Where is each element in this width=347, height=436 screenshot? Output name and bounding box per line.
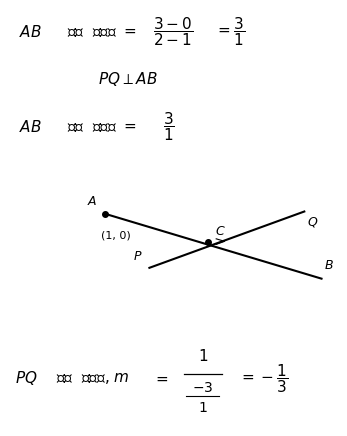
Text: की  ढाल $=$: की ढाल $=$ — [67, 119, 136, 135]
Text: $1$: $1$ — [198, 348, 208, 364]
Text: की  ढाल, $m$: की ढाल, $m$ — [57, 371, 130, 386]
Text: $= -\dfrac{1}{3}$: $= -\dfrac{1}{3}$ — [239, 362, 288, 395]
Text: $\dfrac{3}{1}$: $\dfrac{3}{1}$ — [163, 111, 175, 143]
Text: $\dfrac{3-0}{2-1}$: $\dfrac{3-0}{2-1}$ — [153, 15, 193, 48]
Text: $-3$: $-3$ — [192, 381, 213, 395]
Text: $=$: $=$ — [153, 371, 169, 386]
Text: A: A — [87, 195, 96, 208]
Text: $PQ \perp AB$: $PQ \perp AB$ — [98, 70, 158, 89]
Text: $AB$: $AB$ — [19, 24, 41, 40]
Text: Q: Q — [308, 216, 318, 229]
Text: $AB$: $AB$ — [19, 119, 41, 135]
Text: P: P — [133, 251, 141, 263]
Text: की  ढाल $=$: की ढाल $=$ — [67, 24, 136, 39]
Text: C: C — [215, 225, 224, 238]
Text: $=\dfrac{3}{1}$: $=\dfrac{3}{1}$ — [215, 15, 245, 48]
Text: (1, 0): (1, 0) — [101, 231, 131, 241]
Text: $PQ$: $PQ$ — [15, 369, 38, 387]
Text: $1$: $1$ — [198, 401, 208, 415]
Text: B: B — [325, 259, 333, 272]
